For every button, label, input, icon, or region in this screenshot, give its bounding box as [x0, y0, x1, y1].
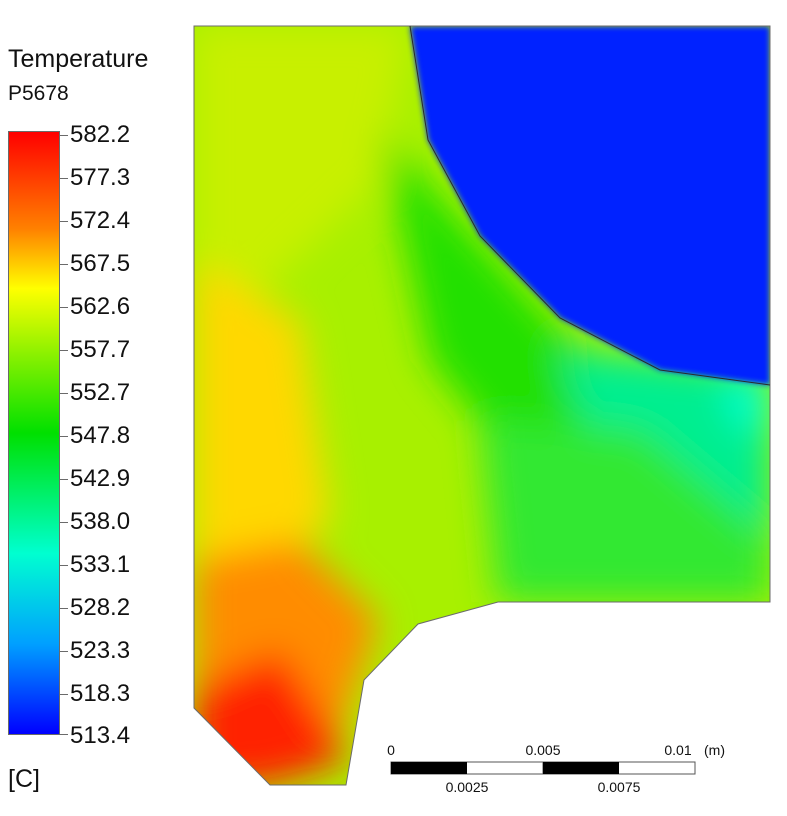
legend-tick-label: 542.9	[70, 465, 131, 492]
legend-tick-mark	[60, 694, 68, 695]
legend-tick-mark	[60, 135, 68, 136]
scale-unit: (m)	[704, 742, 725, 758]
legend-tick-mark	[60, 522, 68, 523]
legend-tick-label: 552.7	[70, 379, 131, 406]
legend-color-bar	[8, 131, 60, 735]
temperature-field	[194, 26, 770, 785]
legend-tick-label: 533.1	[70, 551, 131, 578]
legend-unit: [C]	[8, 765, 40, 793]
scale-bar-segment	[543, 762, 619, 774]
legend-tick-label: 572.4	[70, 207, 131, 234]
legend-tick-mark	[60, 178, 68, 179]
legend-tick-mark	[60, 350, 68, 351]
legend-tick-mark	[60, 436, 68, 437]
scale-bar: 0 0.005 0.01 (m) 0.0025 0.0075	[387, 742, 725, 795]
legend-tick-label: 567.5	[70, 250, 131, 277]
legend-tick-mark	[60, 393, 68, 394]
scale-bottom-label: 0.0025	[446, 779, 489, 795]
domain-outline	[193, 25, 771, 786]
legend-tick-mark	[60, 307, 68, 308]
scale-top-label: 0	[387, 742, 395, 758]
legend-tick-label: 582.2	[70, 121, 131, 148]
legend-tick-label: 518.3	[70, 680, 131, 707]
legend-tick-label: 538.0	[70, 508, 131, 535]
legend-tick-label: 557.7	[70, 336, 131, 363]
scale-top-label: 0.01	[664, 742, 691, 758]
legend-tick-mark	[60, 264, 68, 265]
scale-bar-segment	[391, 762, 467, 774]
legend-tick-mark	[60, 479, 68, 480]
scale-bottom-label: 0.0075	[598, 779, 641, 795]
legend-tick-label: 562.6	[70, 293, 131, 320]
legend-tick-mark	[60, 608, 68, 609]
legend-title: Temperature	[8, 45, 149, 73]
legend-tick-mark	[60, 221, 68, 222]
legend-subtitle: P5678	[8, 82, 69, 105]
legend-tick-label: 513.4	[70, 722, 131, 749]
legend-tick-label: 523.3	[70, 637, 131, 664]
legend-tick-mark	[60, 651, 68, 652]
legend-tick-mark	[60, 565, 68, 566]
legend-tick-label: 577.3	[70, 164, 131, 191]
scale-top-label: 0.005	[525, 742, 560, 758]
legend-tick-label: 547.8	[70, 422, 131, 449]
legend-tick-mark	[60, 734, 68, 735]
legend-tick-label: 528.2	[70, 594, 131, 621]
